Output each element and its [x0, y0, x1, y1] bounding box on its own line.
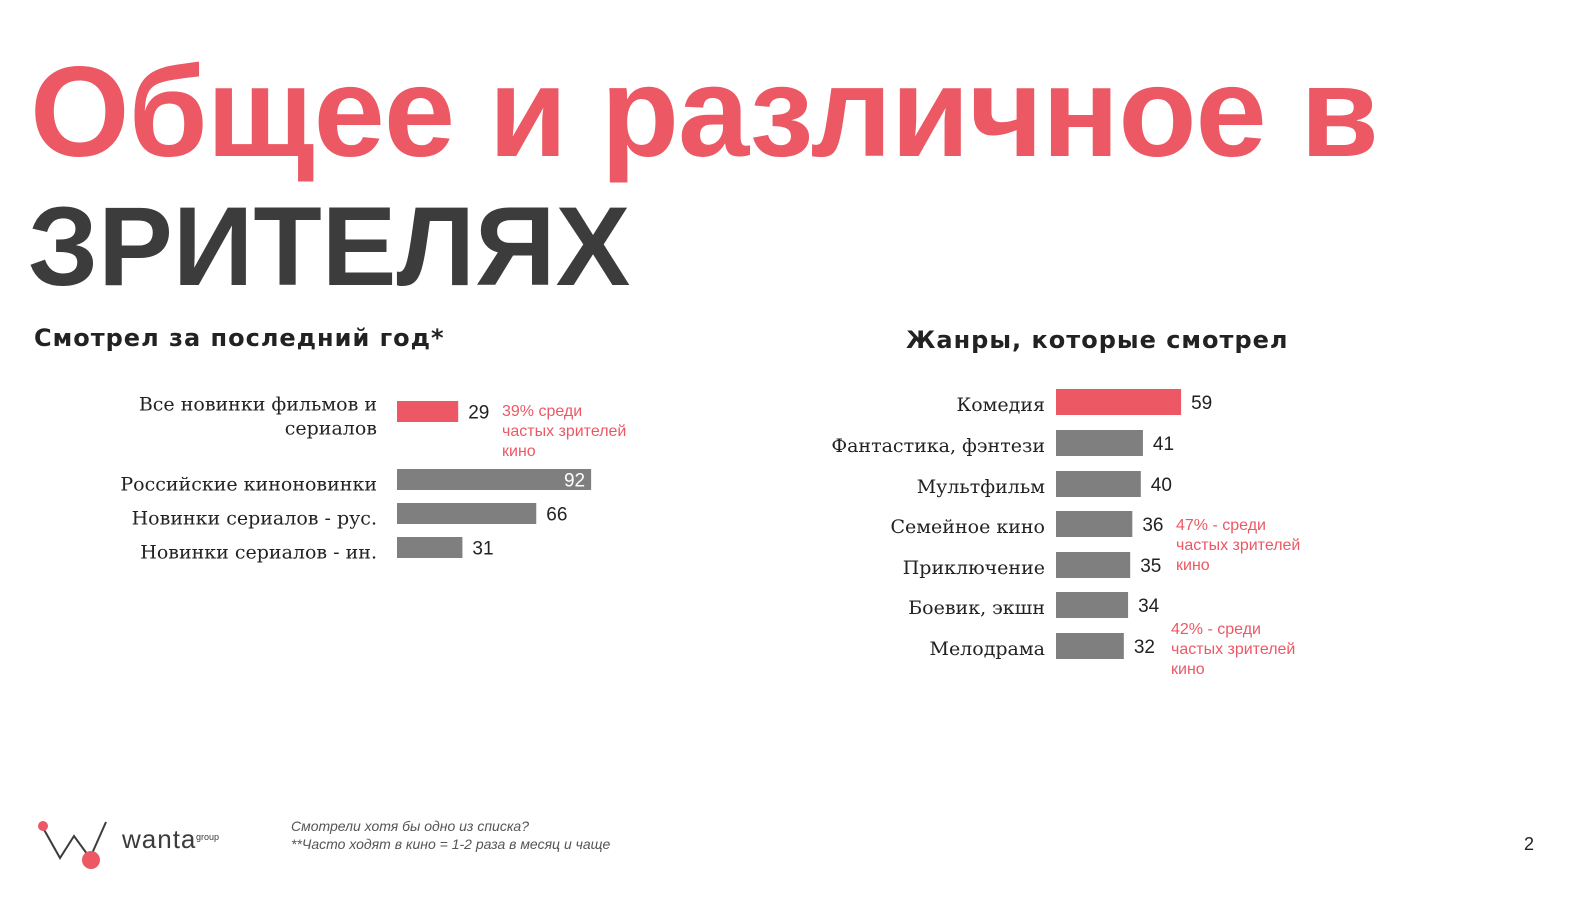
slide-title-line2: ЗРИТЕЛЯХ: [28, 184, 631, 309]
page-number: 2: [1524, 834, 1535, 854]
wanta-logo-icon: [38, 821, 107, 869]
value-label: 40: [1151, 475, 1172, 496]
footnote-question: Смотрели хотя бы одно из списка?: [291, 818, 530, 834]
annotation-line: частых зрителей: [502, 423, 627, 440]
annotation-line: кино: [502, 443, 536, 460]
bar: [1056, 552, 1131, 578]
chart1-title: Смотрел за последний год*: [34, 324, 445, 352]
value-label: 41: [1153, 434, 1174, 455]
chart1-annotation: 39% среди частых зрителей кино: [502, 402, 652, 462]
logo-subtext: group: [196, 832, 220, 842]
bar: [1056, 430, 1143, 456]
category-label: Семейное кино: [891, 516, 1046, 538]
annotation-line: кино: [1171, 661, 1205, 678]
value-label: 32: [1134, 637, 1155, 658]
annotation-line: 39% среди: [502, 403, 583, 420]
bar: [1056, 471, 1141, 497]
logo-wordmark: wanta: [122, 824, 197, 854]
value-label: 34: [1138, 596, 1160, 617]
annotation-line: 42% - среди: [1171, 621, 1261, 638]
footnote-definition: **Часто ходят в кино = 1-2 раза в месяц …: [291, 836, 611, 852]
category-label: сериалов: [285, 418, 377, 440]
bar: [397, 401, 459, 422]
category-label: Комедия: [956, 394, 1045, 416]
category-label: Новинки сериалов - ин.: [140, 542, 377, 564]
bar: [1056, 592, 1129, 618]
category-label: Новинки сериалов - рус.: [132, 508, 377, 530]
bar: [1056, 511, 1133, 537]
chart2-annotation-melodrama: 42% - среди частых зрителей кино: [1171, 620, 1321, 680]
bar: [397, 537, 463, 558]
category-label: Российские киноновинки: [120, 474, 377, 496]
annotation-line: кино: [1176, 557, 1210, 574]
value-label: 92: [564, 471, 585, 492]
bar: [397, 469, 592, 490]
value-label: 59: [1191, 393, 1212, 414]
category-label: Боевик, экшн: [908, 597, 1045, 619]
value-label: 35: [1140, 556, 1161, 577]
category-label: Мультфильм: [917, 476, 1046, 498]
category-label: Мелодрама: [929, 638, 1045, 660]
value-label: 31: [472, 539, 493, 560]
value-label: 29: [468, 403, 489, 424]
bar: [1056, 389, 1182, 415]
category-label: Все новинки фильмов и: [139, 394, 377, 416]
bar: [397, 503, 537, 524]
annotation-line: частых зрителей: [1176, 537, 1301, 554]
annotation-line: 47% - среди: [1176, 517, 1266, 534]
category-label: Приключение: [903, 557, 1045, 579]
category-label: Фантастика, фэнтези: [831, 435, 1045, 457]
annotation-line: частых зрителей: [1171, 641, 1296, 658]
slide-title-line1: Общее и различное в: [30, 41, 1379, 184]
value-label: 36: [1142, 515, 1163, 536]
chart2-title: Жанры, которые смотрел: [906, 326, 1289, 354]
bar: [1056, 633, 1124, 659]
chart2-annotation-family: 47% - среди частых зрителей кино: [1176, 516, 1326, 576]
value-label: 66: [546, 505, 567, 526]
